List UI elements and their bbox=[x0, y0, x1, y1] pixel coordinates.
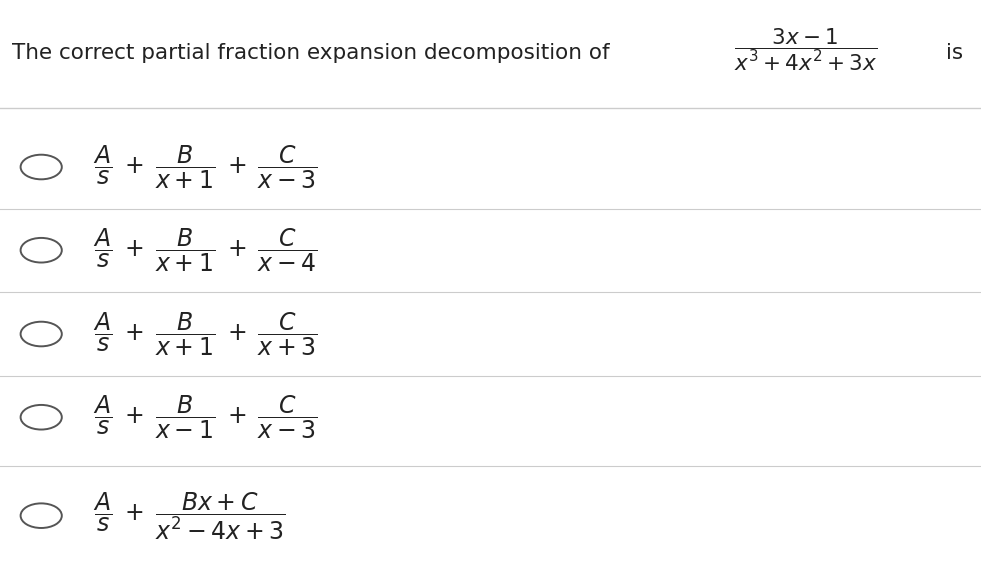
Text: is: is bbox=[946, 43, 962, 63]
Text: The correct partial fraction expansion decomposition of: The correct partial fraction expansion d… bbox=[12, 43, 609, 63]
Text: $\dfrac{A}{s}$$\;+\;$$\dfrac{B}{x+1}$$\;+\;$$\dfrac{C}{x-4}$: $\dfrac{A}{s}$$\;+\;$$\dfrac{B}{x+1}$$\;… bbox=[93, 227, 318, 274]
Text: $\dfrac{A}{s}$$\;+\;$$\dfrac{Bx+C}{x^2-4x+3}$: $\dfrac{A}{s}$$\;+\;$$\dfrac{Bx+C}{x^2-4… bbox=[93, 490, 285, 541]
Text: $\dfrac{A}{s}$$\;+\;$$\dfrac{B}{x+1}$$\;+\;$$\dfrac{C}{x+3}$: $\dfrac{A}{s}$$\;+\;$$\dfrac{B}{x+1}$$\;… bbox=[93, 311, 318, 357]
Text: $\dfrac{3x-1}{x^3+4x^2+3x}$: $\dfrac{3x-1}{x^3+4x^2+3x}$ bbox=[734, 26, 877, 73]
Text: $\dfrac{A}{s}$$\;+\;$$\dfrac{B}{x-1}$$\;+\;$$\dfrac{C}{x-3}$: $\dfrac{A}{s}$$\;+\;$$\dfrac{B}{x-1}$$\;… bbox=[93, 394, 318, 441]
Text: $\dfrac{A}{s}$$\;+\;$$\dfrac{B}{x+1}$$\;+\;$$\dfrac{C}{x-3}$: $\dfrac{A}{s}$$\;+\;$$\dfrac{B}{x+1}$$\;… bbox=[93, 144, 318, 190]
